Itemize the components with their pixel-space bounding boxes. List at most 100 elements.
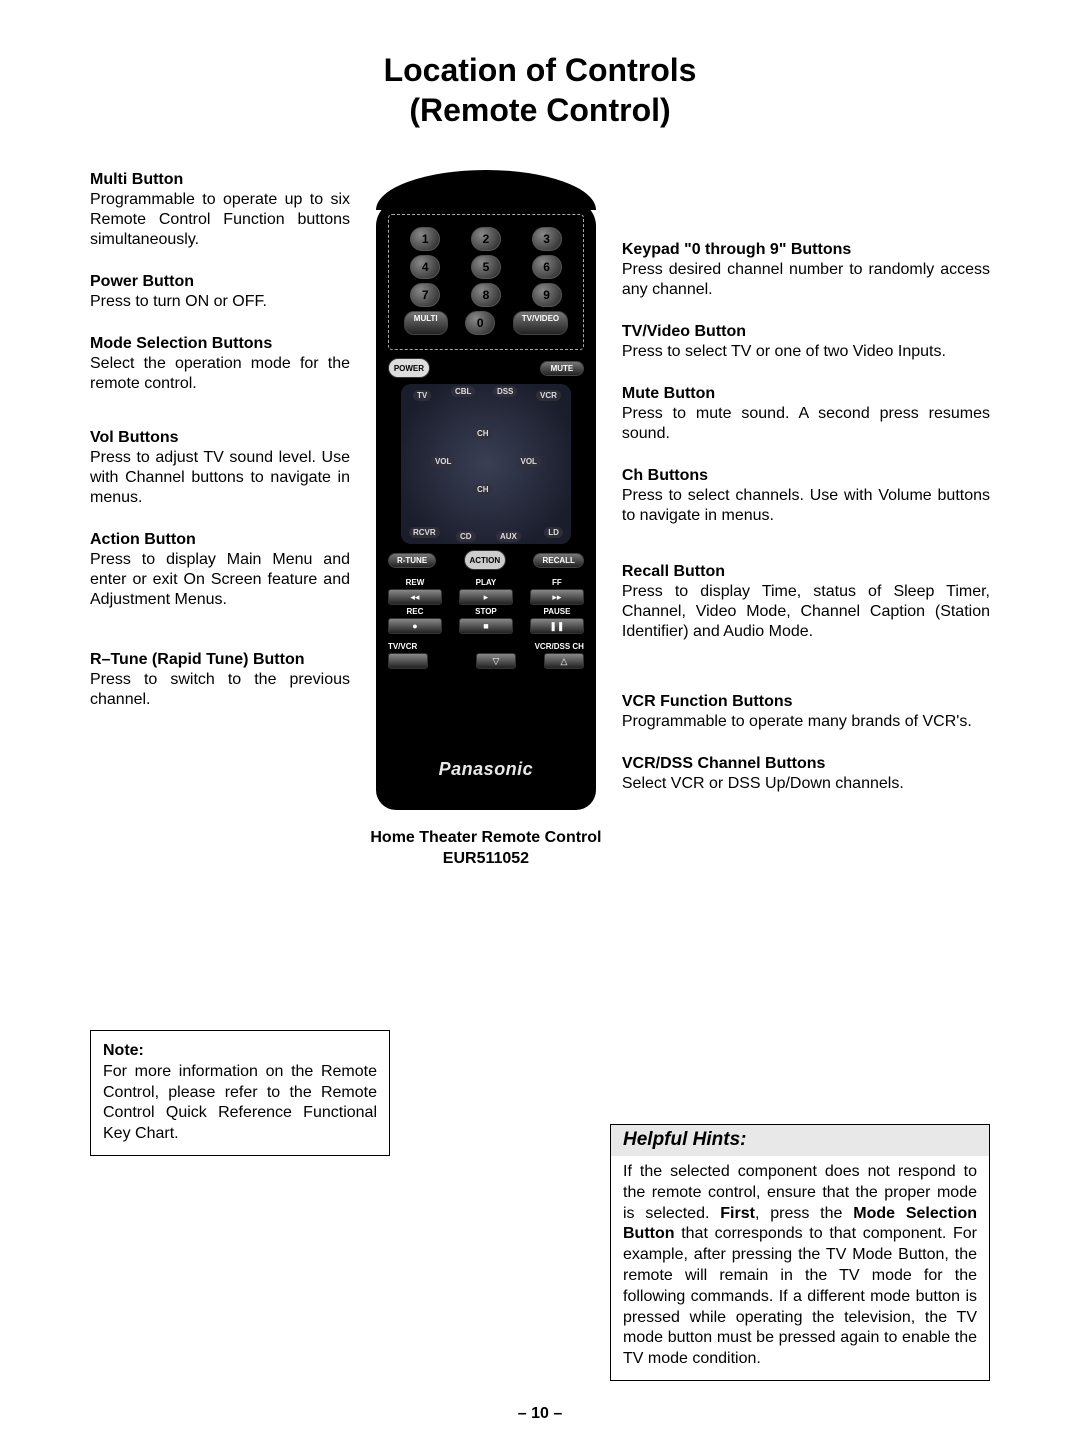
key-6[interactable]: 6 [532,255,562,279]
hints-mid2: that corresponds to that component. For … [623,1225,977,1367]
multi-body: Programmable to operate up to six Remote… [90,190,350,250]
vcrdssch-label: VCR/DSS CH [535,642,584,651]
tvvideo-body: Press to select TV or one of two Video I… [622,342,990,362]
mode-body: Select the operation mode for the remote… [90,354,350,394]
brand-label: Panasonic [388,759,584,780]
hints-first: First [720,1205,755,1222]
vcr-ff: FF▸▸ [530,578,584,605]
vol-down[interactable]: VOL [431,456,455,467]
vcr-rec: REC● [388,607,442,634]
action-button[interactable]: ACTION [464,550,506,570]
vcrdss-title: VCR/DSS Channel Buttons [622,754,990,774]
tvvcr-label: TV/VCR [388,642,417,651]
vcrdss-up-button[interactable]: △ [544,653,584,669]
rtune-title: R–Tune (Rapid Tune) Button [90,650,350,670]
page-title: Location of Controls (Remote Control) [90,50,990,130]
mode-cbl[interactable]: CBL [451,386,475,397]
mode-tv[interactable]: TV [413,390,431,401]
tvvcr-button[interactable] [388,653,428,669]
mode-section: Mode Selection Buttons Select the operat… [90,334,350,394]
tvvideo-button[interactable]: TV/VIDEO [513,311,568,335]
keypad-body: Press desired channel number to randomly… [622,260,990,300]
recall-section: Recall Button Press to display Time, sta… [622,562,990,642]
mode-title: Mode Selection Buttons [90,334,350,354]
key-3[interactable]: 3 [532,227,562,251]
title-line1: Location of Controls [384,52,697,88]
ch-title: Ch Buttons [622,466,990,486]
recall-title: Recall Button [622,562,990,582]
key-9[interactable]: 9 [532,283,562,307]
power-body: Press to turn ON or OFF. [90,292,350,312]
vol-section: Vol Buttons Press to adjust TV sound lev… [90,428,350,508]
mode-vcr[interactable]: VCR [536,390,561,401]
ch-body: Press to select channels. Use with Volum… [622,486,990,526]
rtune-button[interactable]: R-TUNE [388,553,436,568]
vcrdss-section: VCR/DSS Channel Buttons Select VCR or DS… [622,754,990,794]
action-section: Action Button Press to display Main Menu… [90,530,350,610]
recall-button[interactable]: RECALL [533,553,583,568]
mode-ld[interactable]: LD [544,527,563,538]
title-line2: (Remote Control) [409,92,670,128]
mode-nav-zone: TV CBL DSS VCR CH VOL VOL CH RCVR CD AUX… [401,384,571,544]
keypad-box: 1 2 3 4 5 6 7 8 9 MULTI 0 TV/VIDEO [388,214,584,350]
mute-button[interactable]: MUTE [540,361,584,376]
vcr-play: PLAY▸ [459,578,513,605]
key-2[interactable]: 2 [471,227,501,251]
multi-section: Multi Button Programmable to operate up … [90,170,350,250]
tvvideo-section: TV/Video Button Press to select TV or on… [622,322,990,362]
mode-dss[interactable]: DSS [493,386,517,397]
power-section: Power Button Press to turn ON or OFF. [90,272,350,312]
right-column: Keypad "0 through 9" Buttons Press desir… [622,170,990,1156]
key-1[interactable]: 1 [410,227,440,251]
hints-mid1: , press the [755,1205,853,1222]
vcrfn-section: VCR Function Buttons Programmable to ope… [622,692,990,732]
power-title: Power Button [90,272,350,292]
page-number: – 10 – [0,1405,1080,1423]
caption-line2: EUR511052 [443,850,529,867]
note-body: For more information on the Remote Contr… [103,1063,377,1142]
multi-title: Multi Button [90,170,350,190]
ch-down[interactable]: CH [473,484,493,495]
key-4[interactable]: 4 [410,255,440,279]
action-body: Press to display Main Menu and enter or … [90,550,350,610]
note-box: Note: For more information on the Remote… [90,1030,390,1156]
vcrdss-down-button[interactable]: ▽ [476,653,516,669]
vcr-grid: REW◂◂ PLAY▸ FF▸▸ REC● STOP■ PAUSE❚❚ [388,578,584,634]
power-button[interactable]: POWER [388,358,430,378]
keypad-title: Keypad "0 through 9" Buttons [622,240,990,260]
caption-line1: Home Theater Remote Control [370,829,601,846]
vol-body: Press to adjust TV sound level. Use with… [90,448,350,508]
tvvideo-title: TV/Video Button [622,322,990,342]
action-title: Action Button [90,530,350,550]
hints-box: Helpful Hints: If the selected component… [610,1124,990,1381]
remote-body: 1 2 3 4 5 6 7 8 9 MULTI 0 TV/VIDEO [376,200,596,810]
rtune-section: R–Tune (Rapid Tune) Button Press to swit… [90,650,350,710]
mute-title: Mute Button [622,384,990,404]
remote-column: 1 2 3 4 5 6 7 8 9 MULTI 0 TV/VIDEO [360,170,612,1156]
key-5[interactable]: 5 [471,255,501,279]
mode-cd[interactable]: CD [456,531,476,542]
key-7[interactable]: 7 [410,283,440,307]
key-8[interactable]: 8 [471,283,501,307]
mode-rcvr[interactable]: RCVR [409,527,440,538]
mute-section: Mute Button Press to mute sound. A secon… [622,384,990,444]
vcr-rew: REW◂◂ [388,578,442,605]
hints-title: Helpful Hints: [611,1125,989,1156]
vcrdss-body: Select VCR or DSS Up/Down channels. [622,774,990,794]
rtune-body: Press to switch to the previous channel. [90,670,350,710]
recall-body: Press to display Time, status of Sleep T… [622,582,990,642]
tvvcr-row: TV/VCR VCR/DSS CH [388,642,584,651]
ch-section: Ch Buttons Press to select channels. Use… [622,466,990,526]
vol-title: Vol Buttons [90,428,350,448]
multi-button[interactable]: MULTI [404,311,448,335]
vcrfn-title: VCR Function Buttons [622,692,990,712]
mode-aux[interactable]: AUX [496,531,521,542]
vcr-stop: STOP■ [459,607,513,634]
ch-up[interactable]: CH [473,428,493,439]
key-0[interactable]: 0 [465,311,495,335]
vcrfn-body: Programmable to operate many brands of V… [622,712,990,732]
mute-body: Press to mute sound. A second press resu… [622,404,990,444]
vcr-pause: PAUSE❚❚ [530,607,584,634]
note-title: Note: [103,1042,144,1059]
vol-up[interactable]: VOL [516,456,540,467]
